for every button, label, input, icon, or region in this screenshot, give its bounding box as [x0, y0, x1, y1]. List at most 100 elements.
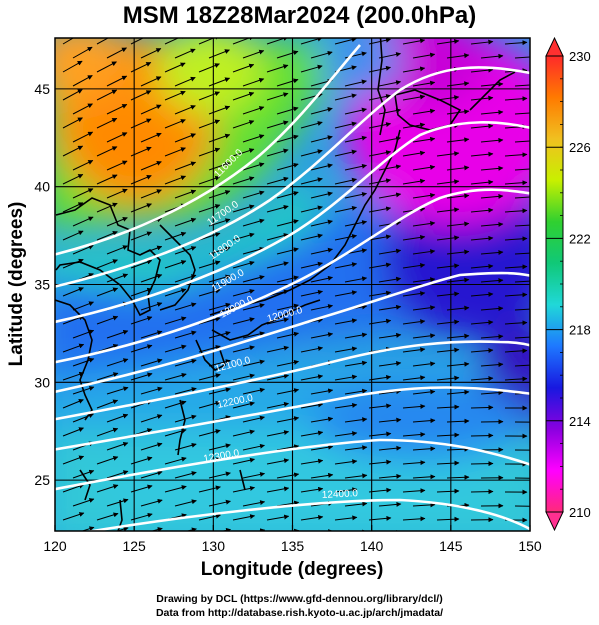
wind-arrow	[106, 245, 128, 255]
wind-arrow	[436, 404, 460, 410]
wind-arrow	[62, 117, 83, 129]
wind-arrow	[514, 84, 530, 87]
wind-arrow	[266, 317, 289, 325]
wind-arrow	[140, 358, 163, 367]
wind-arrow	[198, 91, 220, 101]
wind-arrow	[106, 441, 129, 451]
wind-arrow	[106, 132, 128, 143]
wind-arrow	[198, 513, 221, 521]
wind-arrow	[266, 458, 290, 465]
wind-arrow	[174, 105, 196, 115]
wind-arrow	[436, 207, 460, 213]
wind-arrow	[266, 345, 289, 353]
wind-arrow	[164, 485, 187, 493]
wind-arrow	[242, 303, 265, 311]
wind-arrow	[344, 332, 368, 339]
wind-arrow	[334, 346, 358, 353]
wind-arrow	[480, 193, 504, 199]
wind-arrow	[174, 48, 196, 59]
wind-arrow	[174, 217, 197, 227]
wind-arrow	[378, 361, 402, 367]
wind-arrow	[344, 501, 368, 507]
wind-arrow	[344, 107, 367, 115]
colorbar-tick-label: 210	[569, 505, 591, 520]
wind-arrow	[300, 458, 324, 465]
wind-arrow	[164, 372, 187, 381]
wind-arrow	[470, 207, 494, 213]
wind-arrow	[300, 514, 324, 521]
wind-arrow	[480, 81, 504, 87]
wind-arrow	[266, 92, 289, 101]
wind-arrow	[174, 414, 197, 423]
wind-arrow	[368, 318, 392, 325]
wind-arrow	[300, 261, 323, 269]
wind-arrow	[402, 403, 426, 409]
wind-arrow	[310, 444, 334, 451]
wind-arrow	[198, 147, 221, 157]
wind-arrow	[412, 277, 436, 283]
wind-arrow	[198, 316, 221, 325]
wind-arrow	[310, 219, 333, 227]
wind-arrow	[242, 443, 265, 451]
wind-arrow	[62, 427, 84, 437]
wind-arrow	[242, 275, 265, 283]
wind-arrow	[174, 133, 196, 143]
wind-arrow	[310, 247, 333, 255]
wind-arrow	[334, 93, 357, 101]
wind-arrow	[164, 231, 187, 241]
wind-arrow	[412, 52, 436, 59]
wind-arrow	[242, 331, 265, 339]
wind-arrow	[378, 80, 402, 87]
wind-arrow	[310, 332, 334, 339]
wind-arrow	[174, 471, 197, 479]
wind-arrow	[242, 359, 265, 367]
wind-arrow	[412, 502, 436, 508]
colorbar-min-arrow	[545, 511, 564, 532]
wind-arrow	[106, 386, 129, 395]
wind-arrow	[344, 163, 367, 171]
wind-arrow	[72, 498, 95, 507]
wind-arrow	[412, 80, 436, 87]
wind-arrow	[504, 264, 528, 270]
wind-arrow	[504, 96, 528, 102]
wind-arrow	[276, 472, 300, 479]
wind-arrow	[514, 252, 530, 255]
wind-arrow	[470, 376, 494, 381]
wind-arrow	[378, 389, 402, 395]
wind-arrow	[106, 413, 129, 423]
wind-arrow	[368, 38, 391, 45]
wind-arrow	[208, 359, 231, 367]
wind-arrow	[208, 246, 231, 255]
y-tick-label: 45	[34, 81, 50, 97]
wind-arrow	[208, 471, 231, 479]
wind-arrow	[310, 472, 334, 479]
wind-arrow	[198, 38, 220, 45]
wind-arrow	[480, 221, 504, 227]
wind-arrow	[62, 455, 85, 465]
wind-arrow	[140, 498, 163, 507]
wind-arrow	[96, 372, 119, 381]
wind-arrow	[436, 179, 460, 185]
wind-arrow	[436, 235, 460, 241]
wind-arrow	[378, 136, 402, 143]
wind-arrow	[96, 427, 119, 437]
wind-arrow	[242, 500, 266, 507]
wind-arrow	[480, 334, 504, 340]
wind-arrow	[504, 152, 528, 158]
wind-arrow	[140, 273, 163, 283]
wind-arrow	[378, 417, 402, 423]
wind-arrow	[368, 206, 392, 213]
colorbar-max-arrow	[545, 36, 564, 57]
wind-arrow	[436, 347, 460, 353]
plot-frame	[54, 37, 531, 532]
wind-arrow	[276, 359, 300, 367]
wind-arrow	[106, 75, 128, 87]
wind-arrow	[232, 289, 255, 297]
wind-arrow	[368, 122, 392, 129]
wind-arrow	[344, 276, 368, 283]
wind-arrow	[208, 499, 231, 507]
wind-arrow	[140, 48, 162, 59]
wind-arrow	[504, 376, 528, 382]
wind-arrow	[344, 360, 368, 367]
